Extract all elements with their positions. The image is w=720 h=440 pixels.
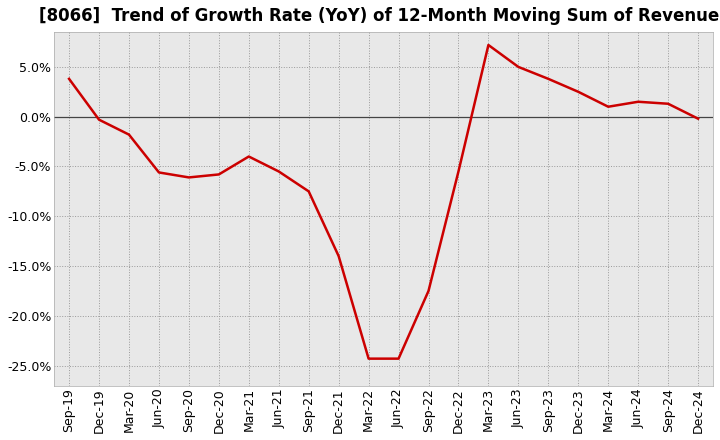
Title: [8066]  Trend of Growth Rate (YoY) of 12-Month Moving Sum of Revenues: [8066] Trend of Growth Rate (YoY) of 12-… [38, 7, 720, 25]
